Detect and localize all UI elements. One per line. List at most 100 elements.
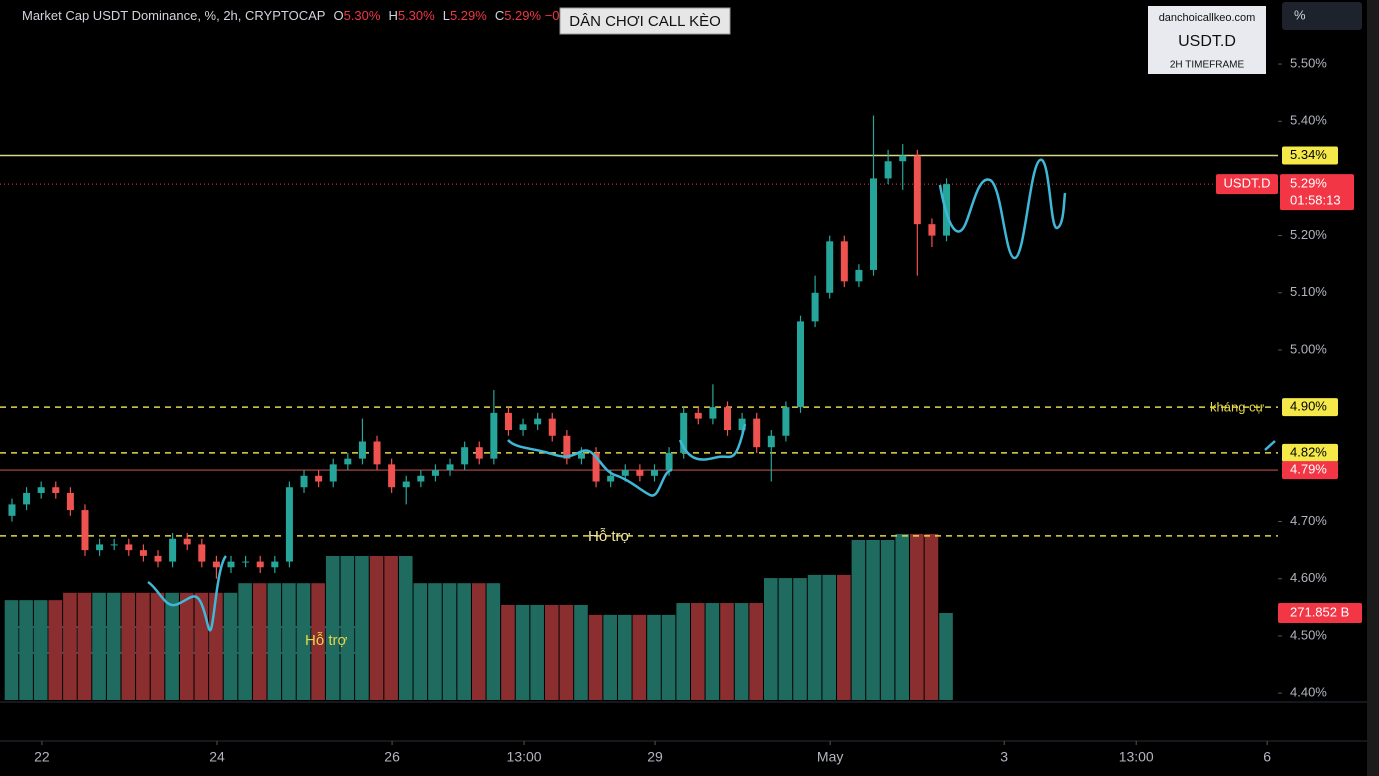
volume-bar xyxy=(661,614,676,700)
volume-bar xyxy=(866,540,880,700)
candle-body xyxy=(37,487,45,493)
volume-bar xyxy=(194,592,209,700)
y-tick-label: 4.50% xyxy=(1290,627,1327,642)
candle-body xyxy=(870,178,878,270)
volume-bar xyxy=(223,592,238,700)
level-tag xyxy=(1282,443,1338,462)
level-label: 4.82% xyxy=(1290,444,1327,459)
y-tick-label: 4.70% xyxy=(1290,513,1327,528)
volume-bar xyxy=(515,604,530,700)
scale-button[interactable] xyxy=(1282,2,1362,30)
candle-body xyxy=(96,544,104,551)
volume-bar xyxy=(807,574,822,700)
candle-body xyxy=(928,224,936,236)
candle-body xyxy=(636,470,644,476)
volume-bar xyxy=(486,583,501,700)
volume-bar xyxy=(778,578,793,700)
volume-bar xyxy=(19,600,33,700)
ohlc-value: 5.29% xyxy=(504,8,541,23)
volume-bar xyxy=(851,540,866,700)
candle-body xyxy=(723,407,731,431)
volume-bar xyxy=(530,604,544,700)
x-tick-label: 3 xyxy=(1000,749,1008,765)
candle-body xyxy=(753,418,761,448)
frame xyxy=(1367,0,1379,776)
candle-body xyxy=(52,487,60,493)
volume-bar xyxy=(33,600,48,700)
x-tick-label: 24 xyxy=(209,749,225,765)
candle-body xyxy=(344,458,352,465)
candle-body xyxy=(271,561,279,568)
ohlc-key: C xyxy=(495,8,504,23)
volume-bar xyxy=(165,592,179,700)
volume-bar xyxy=(267,583,282,700)
volume-bar xyxy=(252,583,267,700)
volume-bar xyxy=(311,583,325,700)
candle-body xyxy=(358,441,366,459)
y-tick-label: 4.40% xyxy=(1290,685,1327,700)
volume-bar xyxy=(150,592,165,700)
volume-bar xyxy=(690,603,705,700)
candle-body xyxy=(417,475,425,482)
candle-body xyxy=(490,412,498,459)
candle-body xyxy=(183,538,191,545)
candle-body xyxy=(446,464,454,471)
candle-body xyxy=(884,161,892,179)
candle-body xyxy=(8,504,16,516)
price-tag xyxy=(1280,174,1354,211)
volume-bar xyxy=(428,583,442,700)
candle-body xyxy=(242,561,250,563)
candle-body xyxy=(709,407,717,419)
candle-body xyxy=(256,561,264,568)
candle-body xyxy=(534,418,542,425)
volume-bar xyxy=(92,592,106,700)
curve xyxy=(678,423,747,461)
x-tick-label: 26 xyxy=(384,749,400,765)
price-label: 5.29% xyxy=(1290,176,1327,191)
candle-body xyxy=(797,321,805,408)
candle-body xyxy=(592,452,600,482)
x-tick-label: 6 xyxy=(1263,749,1271,765)
volume-bar xyxy=(121,592,136,700)
scale-mode[interactable]: % xyxy=(1294,7,1306,22)
price-symbol: USDT.D xyxy=(1224,176,1271,191)
candle-body xyxy=(767,435,775,448)
volume-bar xyxy=(136,592,150,700)
volume-bar xyxy=(544,604,559,700)
volume-bar xyxy=(48,600,63,700)
level-label: 4.79% xyxy=(1290,462,1327,477)
candle-body xyxy=(694,412,702,419)
candle-body xyxy=(125,544,133,551)
volume-bar xyxy=(179,592,194,700)
y-tick-label: 5.50% xyxy=(1290,55,1327,70)
volume-bar xyxy=(4,600,19,700)
volume-bar xyxy=(413,583,428,700)
level-label: 5.34% xyxy=(1290,147,1327,162)
candle-body xyxy=(504,412,512,431)
x-tick-label: May xyxy=(817,749,843,765)
x-tick-label: 13:00 xyxy=(507,749,542,765)
volume-bar xyxy=(325,556,340,700)
volume-bar xyxy=(369,556,384,700)
volume-tag xyxy=(1278,603,1362,623)
candle-body xyxy=(212,561,220,568)
annotation: Hỗ trợ xyxy=(588,528,631,545)
watermark-box xyxy=(1148,6,1266,74)
candle-body xyxy=(855,269,863,282)
volume-bar xyxy=(880,540,895,700)
x-tick-label: 22 xyxy=(34,749,50,765)
candle-body xyxy=(169,538,177,562)
volume-bar xyxy=(209,592,223,700)
volume-bar xyxy=(355,556,369,700)
volume-bar xyxy=(340,556,355,700)
annotation: kháng cự xyxy=(1210,399,1265,414)
volume-bar xyxy=(574,604,588,700)
y-tick-label: 5.00% xyxy=(1290,341,1327,356)
y-tick-label: 5.10% xyxy=(1290,284,1327,299)
volume-bar xyxy=(910,533,924,700)
price-symbol-tag xyxy=(1216,174,1278,195)
volume-bar xyxy=(77,592,92,700)
candle-body xyxy=(431,470,439,476)
volume-bar xyxy=(924,533,939,700)
volume-bar xyxy=(895,533,910,700)
